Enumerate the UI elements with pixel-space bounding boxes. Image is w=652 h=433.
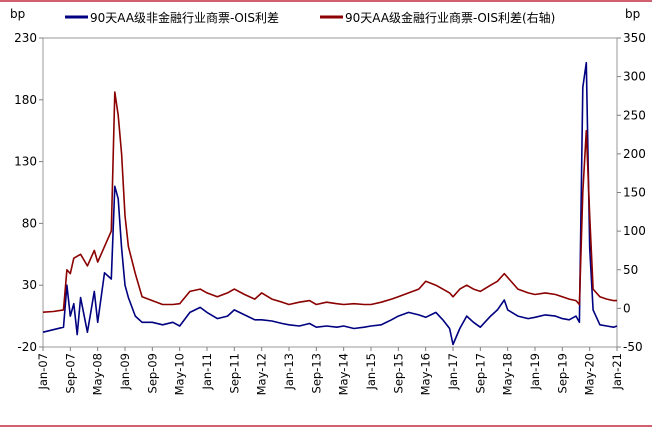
x-tick-label: Jan-13 <box>282 353 296 391</box>
x-tick-label: Sep-17 <box>473 353 487 393</box>
x-tick-label: May-18 <box>501 353 515 395</box>
x-tick-label: May-08 <box>91 353 105 395</box>
series-line-1 <box>42 61 618 346</box>
right-tick-label: 0 <box>623 301 631 315</box>
right-tick-label: 100 <box>623 224 646 238</box>
right-tick-label: 250 <box>623 108 646 122</box>
right-axis: 350 300 250 200 150 100 50 0 -50 <box>617 31 646 354</box>
right-tick-label: 350 <box>623 31 646 45</box>
x-tick-label: May-14 <box>337 353 351 395</box>
x-tick-label: Sep-11 <box>227 353 241 393</box>
left-tick-label: 80 <box>22 216 37 230</box>
x-tick-label: Jan-11 <box>200 353 214 391</box>
left-tick-label: -20 <box>17 340 37 354</box>
x-tick-label: Jan-09 <box>118 353 132 391</box>
right-unit-label: bp <box>625 7 640 21</box>
left-unit-label: bp <box>10 7 25 21</box>
x-tick-label: Sep-09 <box>145 353 159 393</box>
legend-label-series-1: 90天AA级非金融行业商票-OIS利差 <box>90 10 279 25</box>
left-tick-label: 230 <box>14 31 37 45</box>
legend-label-series-2: 90天AA级金融行业商票-OIS利差(右轴) <box>345 10 555 25</box>
x-axis: Jan-07 Sep-07 May-08 Jan-09 Sep-09 May-10 Jan-… <box>36 347 624 395</box>
x-tick-label: Jan-15 <box>364 353 378 391</box>
left-tick-label: 30 <box>22 278 37 292</box>
x-tick-label: May-20 <box>583 353 597 395</box>
x-tick-label: Sep-13 <box>309 353 323 393</box>
left-tick-label: 130 <box>14 155 37 169</box>
right-tick-label: 200 <box>623 147 646 161</box>
x-tick-label: Sep-07 <box>63 353 77 393</box>
x-tick-label: May-10 <box>173 353 187 395</box>
x-tick-label: Jan-07 <box>36 353 50 391</box>
left-axis: 230 180 130 80 30 -20 <box>14 31 43 354</box>
right-tick-label: 150 <box>623 186 646 200</box>
left-tick-label: 180 <box>14 93 37 107</box>
right-tick-label: -50 <box>623 340 643 354</box>
x-tick-label: Jan-21 <box>610 353 624 391</box>
x-tick-label: May-16 <box>419 353 433 395</box>
series-line-2 <box>42 91 617 313</box>
series-layer <box>42 61 618 346</box>
legend: 90天AA级非金融行业商票-OIS利差 90天AA级金融行业商票-OIS利差(右… <box>65 10 555 25</box>
right-tick-label: 300 <box>623 70 646 84</box>
x-tick-label: Sep-19 <box>555 353 569 393</box>
x-tick-label: Jan-17 <box>446 353 460 391</box>
x-tick-label: Jan-19 <box>528 353 542 391</box>
right-tick-label: 50 <box>623 263 638 277</box>
x-tick-label: Sep-15 <box>391 353 405 393</box>
x-tick-label: May-12 <box>255 353 269 395</box>
